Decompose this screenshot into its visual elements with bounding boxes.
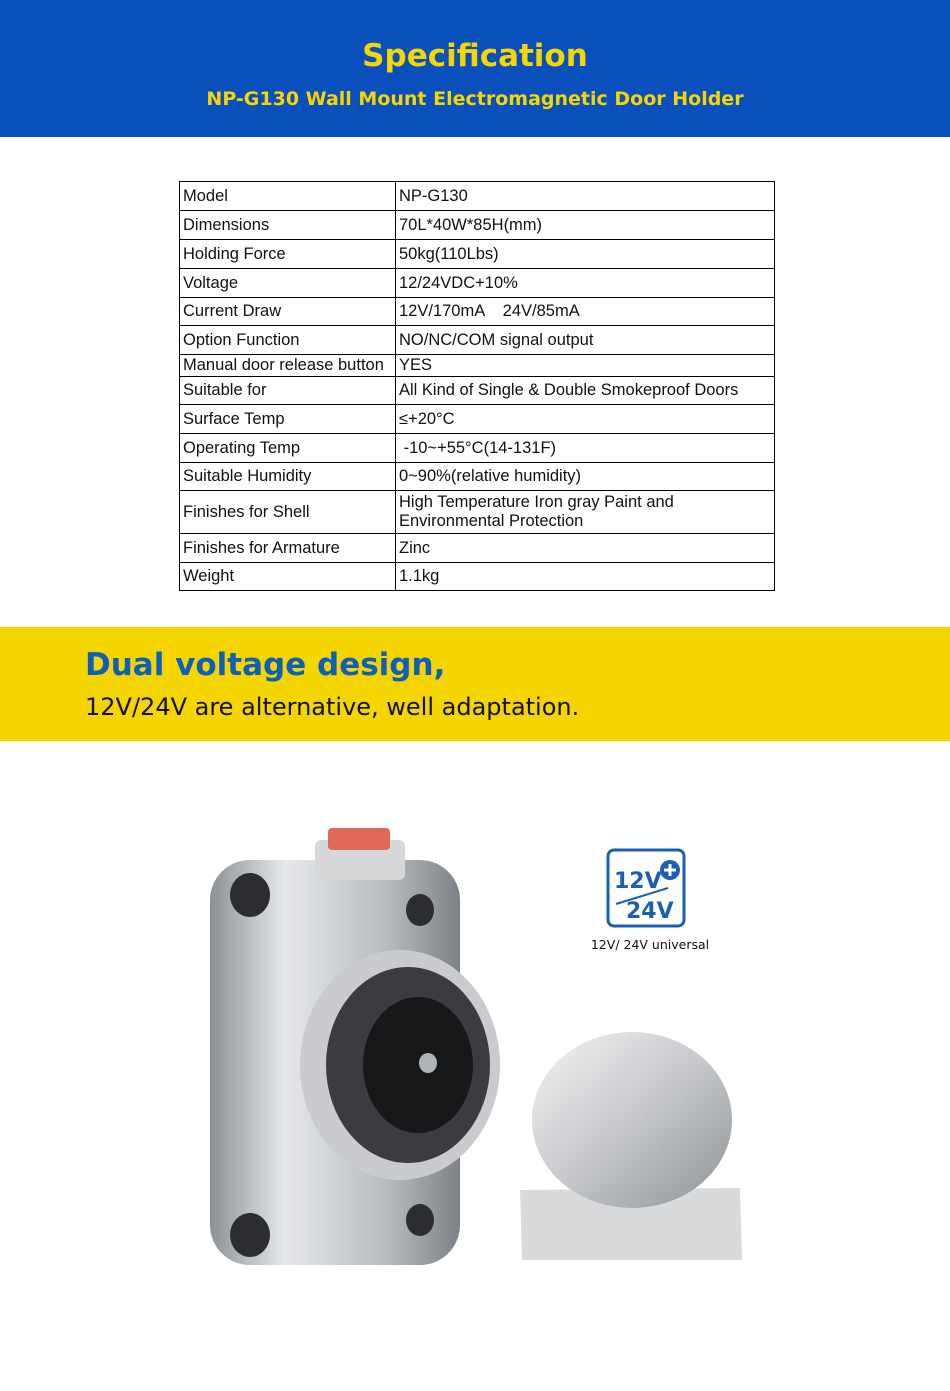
spec-value: -10~+55°C(14-131F) [395,433,775,463]
spec-label: Dimensions [179,210,396,240]
armature-plate [520,1188,742,1260]
spec-row: Current Draw 12V/170mA 24V/85mA [179,297,775,326]
spec-table: Model NP-G130 Dimensions 70L*40W*85H(mm) Hol… [179,181,775,591]
spec-label: Option Function [179,325,396,355]
header-banner: Specification NP-G130 Wall Mount Electro… [0,0,950,137]
spec-label: Manual door release button [179,354,396,377]
spec-label: Suitable for [179,376,396,405]
spec-row: Model NP-G130 [179,181,775,211]
spec-value: 1.1kg [395,562,775,591]
plus-icon [660,860,680,880]
spec-value: 12V/170mA 24V/85mA [395,297,775,326]
spec-label: Suitable Humidity [179,462,396,491]
spec-row: Option Function NO/NC/COM signal output [179,325,775,355]
spec-label: Current Draw [179,297,396,326]
feature-band: Dual voltage design, 12V/24V are alterna… [0,627,950,741]
spec-value: NO/NC/COM signal output [395,325,775,355]
spec-row: Manual door release button YES [179,354,775,377]
voltage-12v: 12V [614,869,662,894]
spec-value: 0~90%(relative humidity) [395,462,775,491]
spec-row: Suitable Humidity 0~90%(relative humidity… [179,462,775,491]
spec-value: 12/24VDC+10% [395,268,775,298]
spec-label: Finishes for Shell [179,490,396,534]
page-title: Specification [362,38,588,74]
spec-row: Finishes for Armature Zinc [179,533,775,563]
spec-row: Finishes for Shell High Temperature Iron … [179,490,775,534]
spec-row: Surface Temp ≤+20°C [179,404,775,434]
armature-disc [532,1032,732,1208]
dual-voltage-icon: 12V 24V [606,848,686,928]
spec-value: NP-G130 [395,181,775,211]
spec-value: 50kg(110Lbs) [395,239,775,269]
voltage-24v: 24V [626,899,674,924]
feature-headline: Dual voltage design, [85,647,446,683]
feature-text: 12V/24V are alternative, well adaptation… [85,693,580,721]
door-holder-product-image [210,828,742,1265]
spec-value: ≤+20°C [395,404,775,434]
page-subtitle: NP-G130 Wall Mount Electromagnetic Door … [206,88,744,110]
spec-value: 70L*40W*85H(mm) [395,210,775,240]
voltage-caption: 12V/ 24V universal [590,937,710,952]
spec-label: Voltage [179,268,396,298]
spec-label: Model [179,181,396,211]
spec-label: Surface Temp [179,404,396,434]
spec-label: Holding Force [179,239,396,269]
spec-value: Zinc [395,533,775,563]
spec-value: YES [395,354,775,377]
spec-label: Finishes for Armature [179,533,396,563]
spec-value: All Kind of Single & Double Smokeproof D… [395,376,775,405]
spec-label: Weight [179,562,396,591]
spec-row: Holding Force 50kg(110Lbs) [179,239,775,269]
spec-row: Weight 1.1kg [179,562,775,591]
spec-value: High Temperature Iron gray Paint and Env… [395,490,775,534]
spec-row: Operating Temp -10~+55°C(14-131F) [179,433,775,463]
spec-label: Operating Temp [179,433,396,463]
spec-row: Voltage 12/24VDC+10% [179,268,775,298]
spec-row: Dimensions 70L*40W*85H(mm) [179,210,775,240]
spec-row: Suitable for All Kind of Single & Double … [179,376,775,405]
